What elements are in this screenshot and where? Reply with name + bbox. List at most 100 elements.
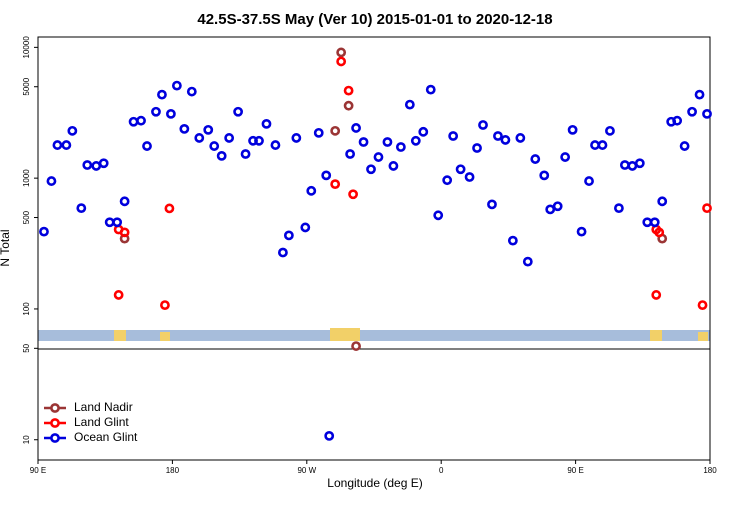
point (291, 133, 302, 143)
point (336, 56, 347, 67)
point (166, 108, 176, 119)
x-axis-label: Longitude (deg E) (327, 476, 422, 490)
point (330, 179, 341, 190)
point (104, 217, 115, 228)
point (539, 170, 550, 181)
point (128, 116, 139, 127)
point (584, 176, 594, 186)
land-strip (330, 328, 360, 341)
point (545, 204, 556, 215)
legend-label: Land Glint (74, 415, 129, 429)
point (597, 140, 608, 150)
point (366, 164, 376, 175)
point (164, 203, 175, 214)
point (351, 123, 361, 133)
point (507, 235, 518, 246)
point (515, 133, 526, 143)
point (112, 217, 123, 228)
point (493, 131, 503, 141)
ocean-strip (38, 330, 710, 341)
legend-label: Land Nadir (74, 400, 133, 414)
point (672, 115, 683, 126)
x-tick-label: 90 E (567, 466, 583, 475)
legend-marker (50, 418, 60, 428)
point (261, 118, 272, 129)
point (194, 133, 205, 143)
point (67, 125, 78, 136)
point (283, 230, 294, 241)
point (119, 196, 130, 207)
point (113, 290, 124, 300)
point (576, 226, 587, 237)
point (98, 158, 109, 169)
point (270, 140, 281, 150)
x-tick-label: 90 W (297, 466, 316, 475)
point (642, 217, 653, 228)
y-tick-label: 100 (22, 302, 31, 316)
point (500, 135, 511, 145)
point (76, 203, 87, 214)
point (410, 135, 421, 146)
point (395, 142, 406, 152)
point (455, 164, 466, 175)
point (171, 80, 182, 91)
point (313, 127, 324, 138)
y-tick-label: 10000 (22, 36, 31, 59)
point (179, 123, 190, 134)
point (351, 341, 361, 351)
point (425, 84, 436, 95)
point (216, 150, 227, 161)
land-strip (160, 332, 170, 341)
legend-marker (50, 403, 60, 413)
point (418, 126, 429, 137)
point (654, 227, 665, 238)
x-tick-label: 180 (166, 466, 180, 475)
point (157, 89, 167, 100)
x-tick-label: 0 (439, 466, 444, 475)
point (209, 141, 220, 151)
point (694, 89, 705, 100)
y-tick-label: 10 (22, 435, 31, 444)
point (619, 160, 630, 170)
point (687, 106, 697, 117)
point (627, 161, 638, 171)
point (605, 125, 615, 136)
point (702, 203, 712, 214)
point (348, 189, 358, 200)
point (136, 115, 146, 126)
point (343, 100, 354, 111)
point (324, 430, 335, 441)
point (358, 137, 369, 147)
point (330, 125, 341, 136)
point (52, 140, 63, 150)
point (679, 141, 690, 151)
point (522, 256, 533, 267)
point (91, 161, 102, 171)
point (61, 140, 72, 150)
point (203, 124, 214, 135)
point (567, 124, 578, 135)
point (634, 158, 645, 169)
point (373, 152, 384, 162)
point (306, 185, 317, 196)
point (657, 196, 668, 207)
point (343, 85, 354, 96)
point (487, 199, 497, 210)
x-tick-label: 180 (703, 466, 717, 475)
point (119, 227, 130, 238)
point (433, 210, 444, 221)
point (278, 247, 288, 258)
point (345, 149, 356, 159)
land-strip (650, 330, 662, 341)
point (614, 203, 624, 214)
point (186, 86, 197, 97)
point (697, 300, 708, 311)
point (240, 149, 251, 159)
point (224, 133, 235, 143)
point (300, 222, 311, 233)
point (478, 120, 488, 130)
point (472, 143, 482, 153)
plot-frame (37, 36, 711, 461)
point (464, 172, 475, 182)
